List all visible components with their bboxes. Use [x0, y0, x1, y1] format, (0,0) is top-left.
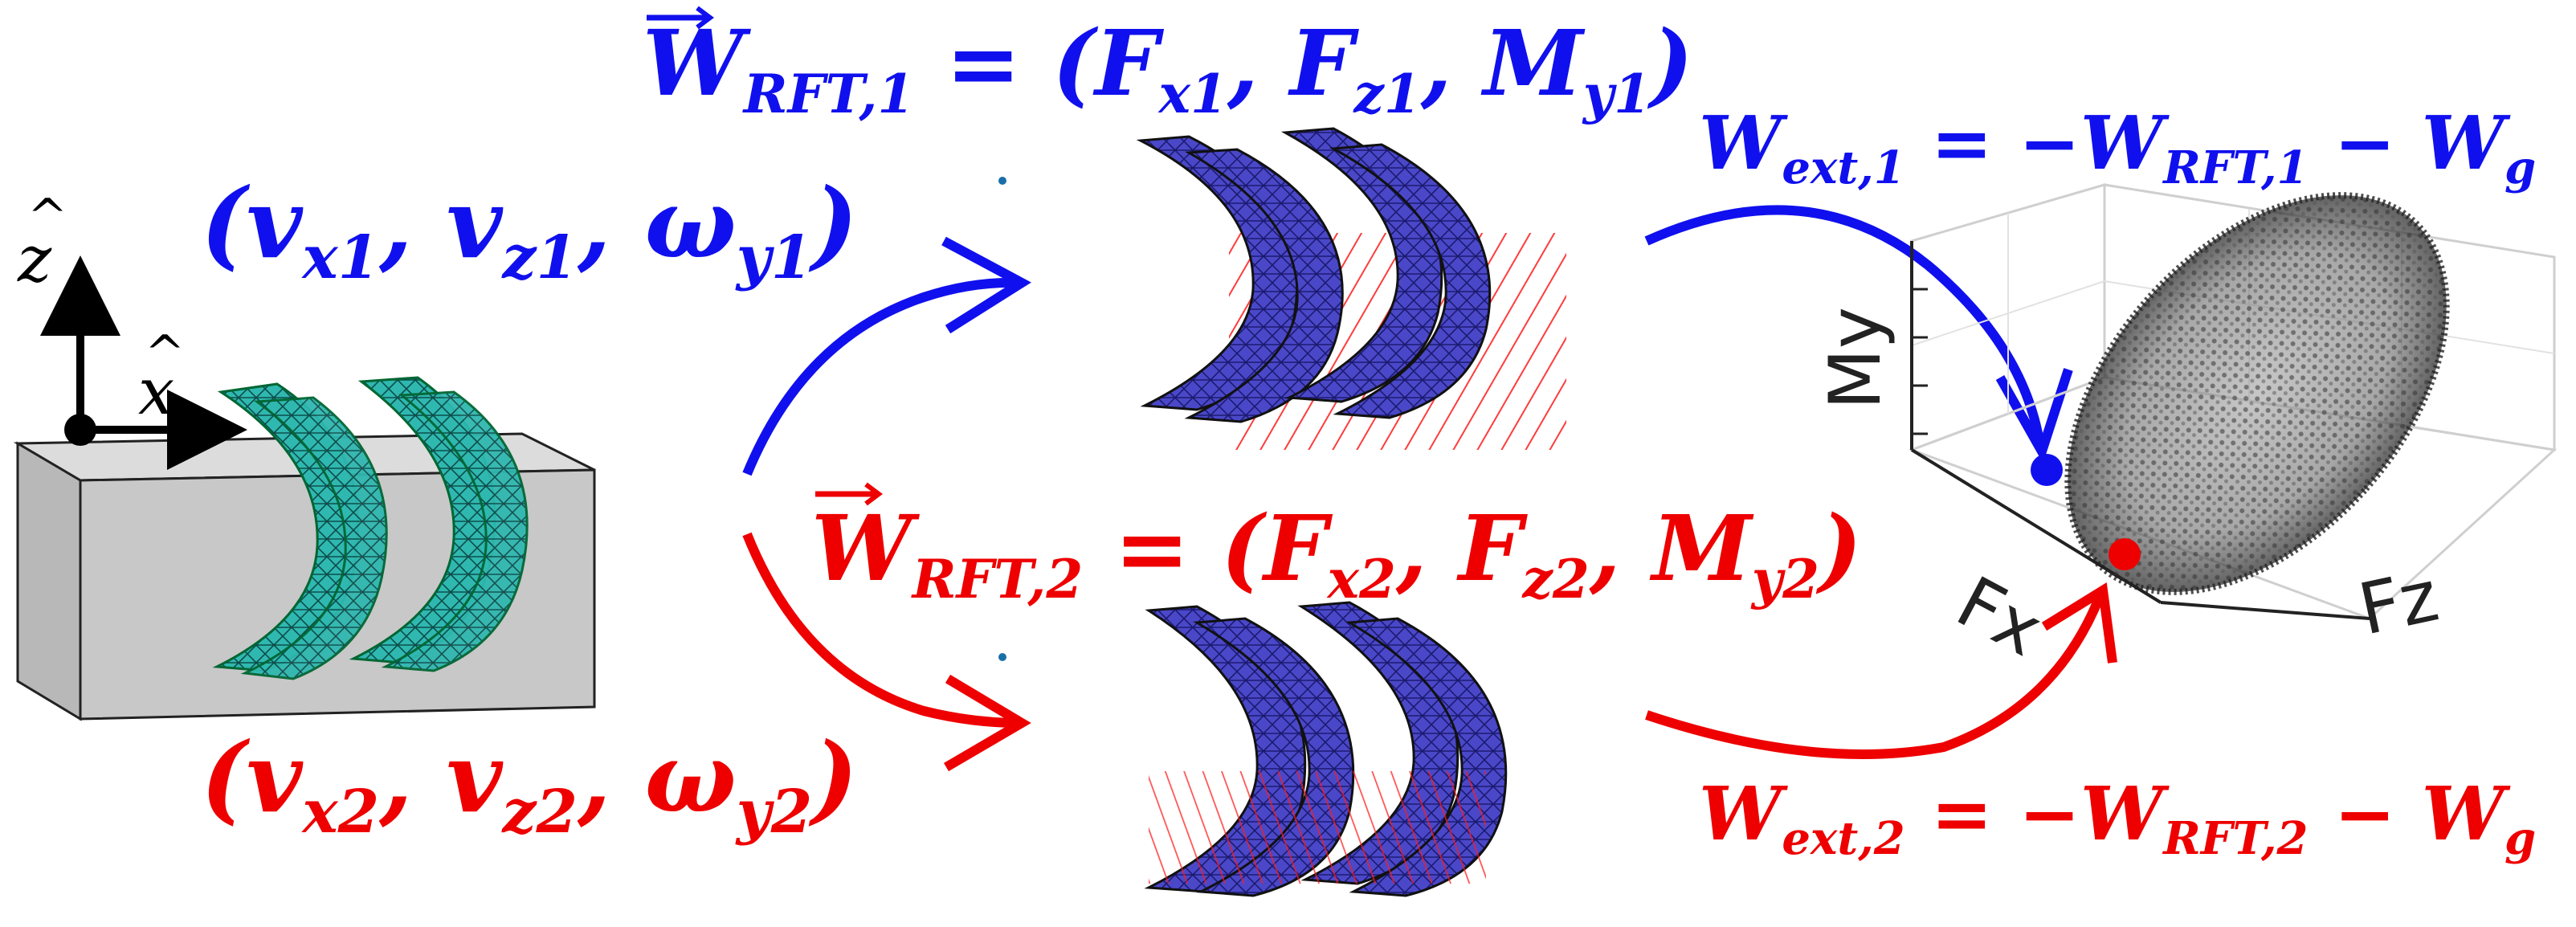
point-w-ext-2: [2109, 538, 2141, 570]
vec-head-rft2: [864, 482, 883, 506]
teal-leg-4: [381, 390, 529, 672]
marker-dot-1: [998, 177, 1006, 185]
point-cloud-texture: [2069, 197, 2445, 590]
rft-legs-top: [1136, 127, 1566, 450]
z-axis-label: z: [17, 222, 52, 296]
scatter-3d-plot: My Fx Fz: [1814, 183, 2558, 672]
vec-head-rft1: [696, 6, 714, 30]
z-hat: ^: [27, 189, 67, 245]
w-ext-2-equation: Wext,2 = −WRFT,2 − Wg: [1699, 770, 2536, 865]
red-arrow-to-rft2: [742, 532, 1021, 728]
blue-arrow-to-rft1: [742, 277, 1021, 476]
box-front-face: [16, 441, 82, 721]
x-axis-label: x: [138, 354, 174, 429]
svg-text:WRFT,1 = (Fx1, Fz1, My1): WRFT,1 = (Fx1, Fz1, My1): [643, 11, 1693, 125]
velocity-set-2: (vx2, vz2, ωy2): [201, 721, 858, 847]
w-ext-1-equation: Wext,1 = −WRFT,1 − Wg: [1699, 100, 2536, 194]
blue-arrow-head-1: [941, 236, 1031, 334]
x-hat: ^: [145, 325, 185, 382]
red-arrow-head-plot: [2041, 582, 2117, 664]
frame-origin: [64, 414, 96, 446]
w-rft-2-equation: WRFT,2 = (Fx2, Fz2, My2): [811, 482, 1862, 611]
intruder-box-group: [13, 376, 596, 721]
svg-text:Wext,1 = −WRFT,1 − Wg: Wext,1 = −WRFT,1 − Wg: [1699, 100, 2536, 194]
w-rft-1-equation: WRFT,1 = (Fx1, Fz1, My1): [643, 6, 1693, 125]
axis-label-fz: Fz: [2352, 554, 2445, 651]
velocity-set-1: (vx1, vz1, ωy1): [201, 167, 858, 292]
purple-leg-top-4: [1329, 143, 1492, 419]
axis-label-fx: Fx: [1944, 561, 2055, 672]
red-arrow-to-plot: [1645, 592, 2105, 759]
force-field-bottom: [1149, 771, 1486, 884]
blue-arrow-head-plot: [1995, 368, 2073, 464]
teal-leg-2: [240, 396, 388, 680]
rft-legs-bottom: [1144, 601, 1508, 897]
axis-label-my: My: [1814, 307, 1896, 410]
purple-leg-top-2: [1184, 148, 1344, 423]
point-w-ext-1: [2031, 454, 2063, 486]
coordinate-frame: z ^ x ^: [17, 189, 247, 470]
fz-axis-line: [2160, 601, 2370, 620]
svg-text:WRFT,2 = (Fx2, Fz2, My2): WRFT,2 = (Fx2, Fz2, My2): [811, 496, 1862, 611]
blue-arrow-to-plot: [1644, 205, 2045, 447]
svg-text:Wext,2 = −WRFT,2 − Wg: Wext,2 = −WRFT,2 − Wg: [1699, 770, 2536, 865]
marker-dot-2: [998, 653, 1006, 661]
red-arrow-head-2: [943, 674, 1031, 772]
